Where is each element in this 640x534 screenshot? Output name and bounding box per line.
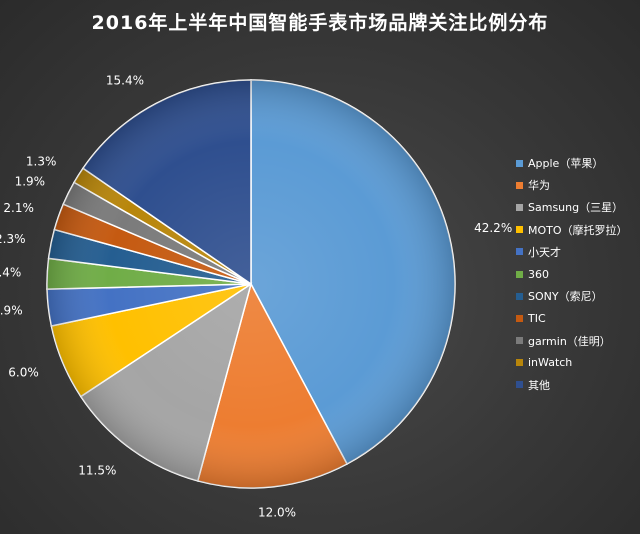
- legend-item: 其他: [516, 374, 640, 396]
- legend-item: Samsung（三星）: [516, 196, 640, 218]
- legend-label: 华为: [528, 179, 550, 193]
- legend-swatch: [516, 270, 523, 278]
- legend-item: SONY（索尼）: [516, 285, 640, 307]
- legend-label: Samsung（三星）: [528, 201, 624, 215]
- slice-data-label: 2.1%: [3, 201, 34, 215]
- legend-swatch: [516, 248, 523, 256]
- legend-item: 小天才: [516, 241, 640, 263]
- slice-data-label: 12.0%: [258, 506, 296, 520]
- legend-label: Apple（苹果）: [528, 157, 604, 171]
- slice-data-label: 6.0%: [8, 366, 39, 380]
- slice-data-label: 11.5%: [78, 464, 116, 478]
- slice-data-label: 42.2%: [474, 221, 512, 235]
- legend-label: 小天才: [528, 245, 561, 259]
- legend-label: TIC: [528, 311, 546, 325]
- legend-item: Apple（苹果）: [516, 152, 640, 174]
- legend-swatch: [516, 314, 523, 322]
- legend-label: SONY（索尼）: [528, 290, 603, 304]
- legend-item: TIC: [516, 307, 640, 329]
- slice-data-label: 1.9%: [15, 175, 46, 189]
- pie-data-labels: 42.2% 12.0% 11.5% 6.0% 2.9% 2.4% 2.3% 2.1% 1.9% 1…: [0, 73, 512, 519]
- legend-label: 其他: [528, 378, 550, 392]
- pie-slices: [46, 79, 456, 489]
- legend-swatch: [516, 181, 523, 189]
- legend-item: garmin（佳明）: [516, 330, 640, 352]
- slice-data-label: 2.9%: [0, 304, 23, 318]
- legend-item: inWatch: [516, 352, 640, 374]
- slice-data-label: 1.3%: [26, 154, 57, 168]
- legend-item: 360: [516, 263, 640, 285]
- slice-data-label: 15.4%: [106, 73, 144, 87]
- chart-title: 2016年上半年中国智能手表市场品牌关注比例分布: [91, 12, 549, 34]
- legend-swatch: [516, 159, 523, 167]
- legend-label: MOTO（摩托罗拉）: [528, 223, 628, 237]
- legend-swatch: [516, 292, 523, 300]
- legend-label: 360: [528, 267, 549, 281]
- legend-label: garmin（佳明）: [528, 334, 611, 348]
- legend-swatch: [516, 381, 523, 389]
- legend-label: inWatch: [528, 356, 573, 370]
- slice-data-label: 2.4%: [0, 265, 21, 279]
- legend-swatch: [516, 337, 523, 345]
- chart-legend: Apple（苹果） 华为 Samsung（三星） MOTO（摩托罗拉） 小天才 360 SO…: [516, 152, 640, 396]
- legend-item: 华为: [516, 174, 640, 196]
- slice-data-label: 2.3%: [0, 232, 26, 246]
- legend-swatch: [516, 203, 523, 211]
- legend-swatch: [516, 226, 523, 234]
- legend-item: MOTO（摩托罗拉）: [516, 219, 640, 241]
- legend-swatch: [516, 359, 523, 367]
